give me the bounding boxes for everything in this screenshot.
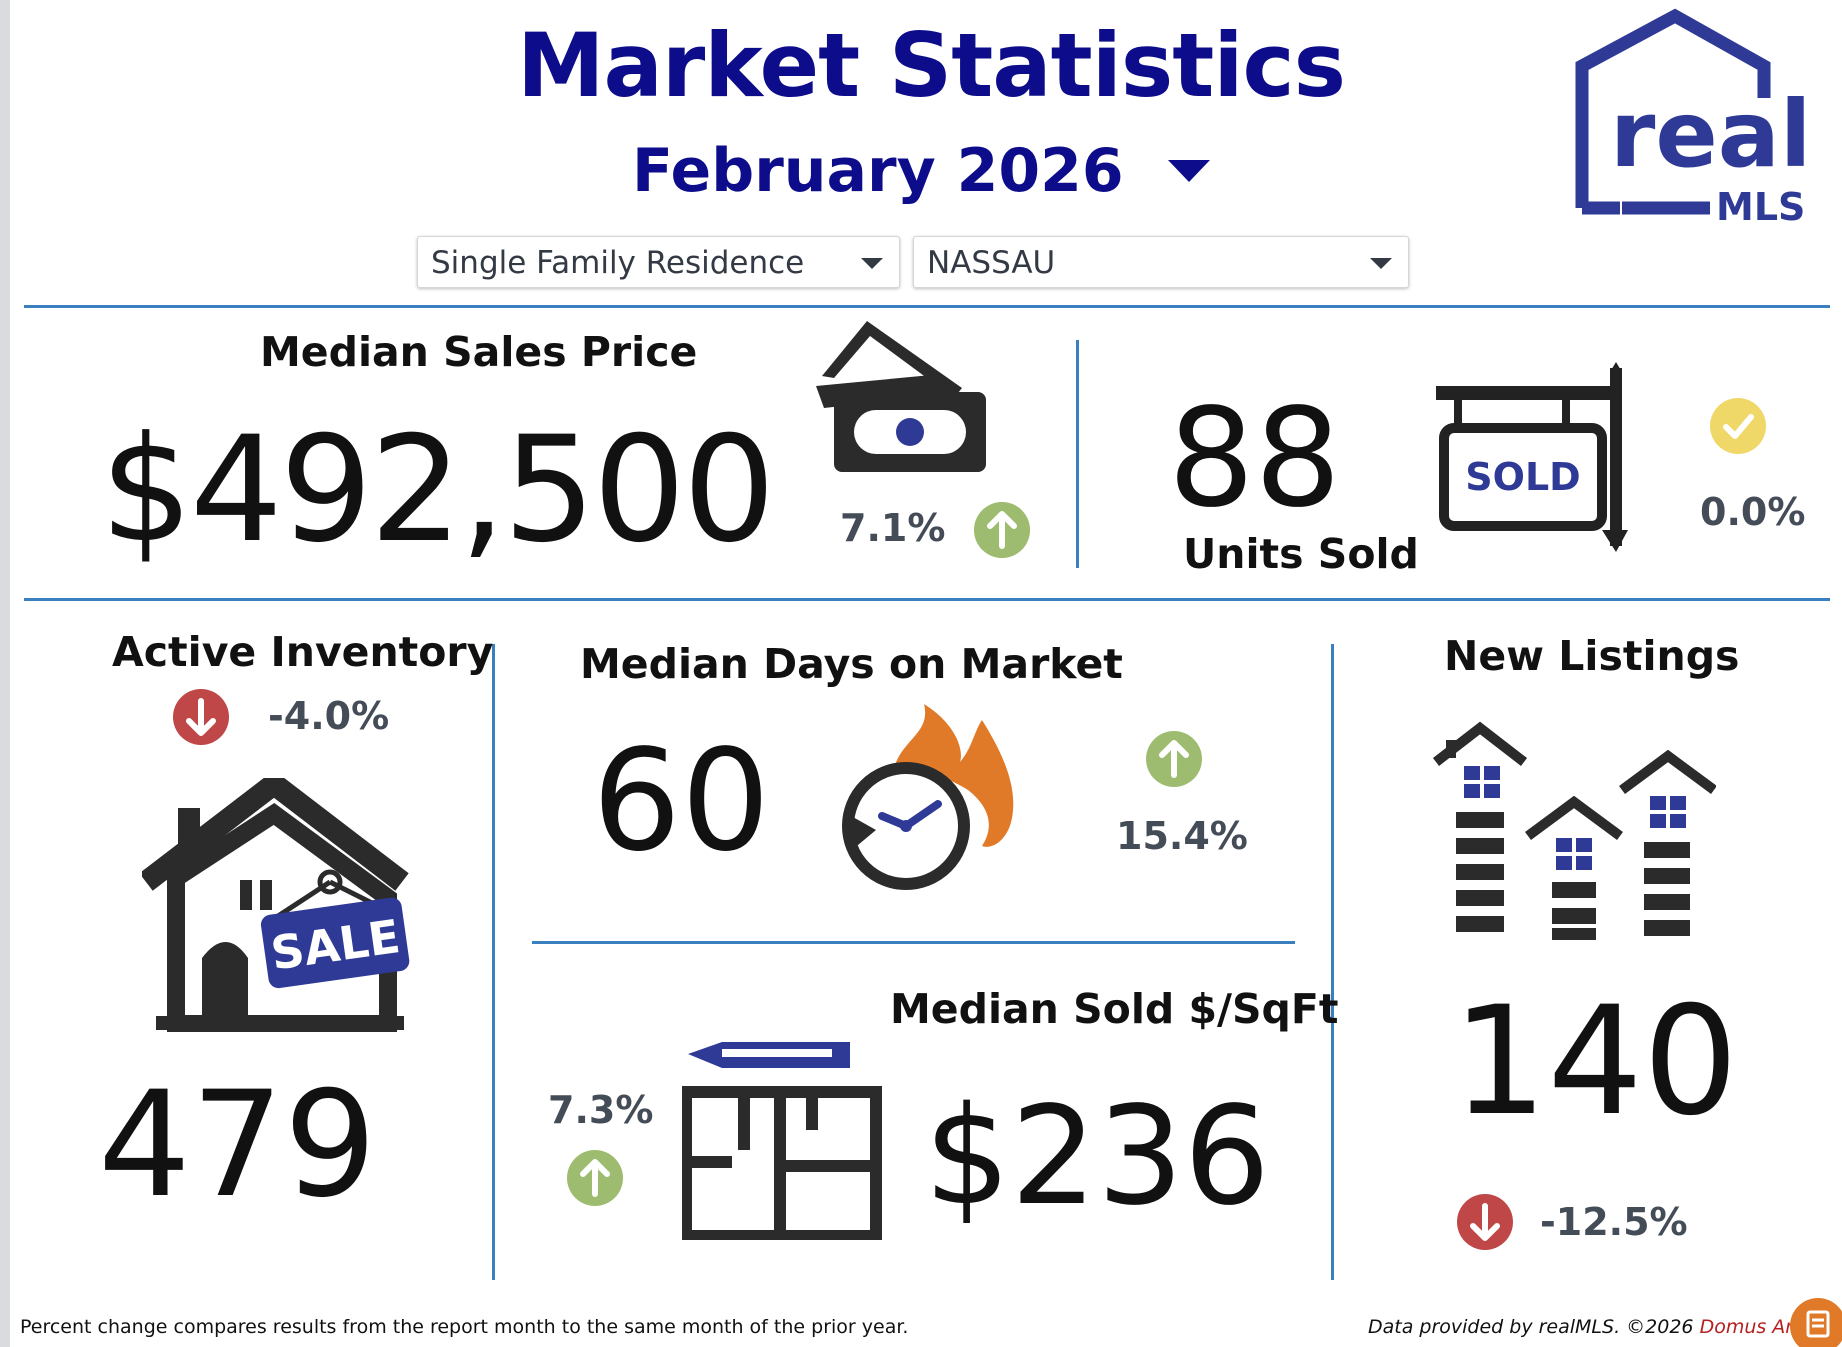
arrow-up-icon <box>1146 731 1202 787</box>
active-inventory-change: -4.0% <box>268 694 390 738</box>
divider-left-vertical <box>492 644 495 1280</box>
arrow-up-icon <box>974 502 1030 558</box>
county-value: NASSAU <box>927 245 1056 281</box>
chevron-down-icon <box>1370 258 1392 269</box>
property-type-value: Single Family Residence <box>431 245 805 281</box>
median-sales-price-label: Median Sales Price <box>260 328 698 376</box>
buildings-icon <box>1432 721 1716 940</box>
arrow-down-icon <box>173 689 229 745</box>
arrow-up-icon <box>567 1150 623 1206</box>
realmls-logo: real MLS <box>1575 8 1811 228</box>
median-sold-sqft-label: Median Sold $/SqFt <box>890 985 1339 1033</box>
footer-credit-text: Data provided by realMLS. ©2026 <box>1368 1316 1694 1338</box>
month-selector-label[interactable]: February 2026 <box>632 136 1124 206</box>
units-sold-change: 0.0% <box>1700 490 1806 534</box>
divider-top-vertical <box>1076 340 1079 568</box>
county-select[interactable]: NASSAU <box>913 236 1409 288</box>
divider-center-horizontal <box>532 941 1295 944</box>
new-listings-change: -12.5% <box>1540 1200 1688 1244</box>
window-edge <box>0 0 10 1347</box>
property-type-select[interactable]: Single Family Residence <box>417 236 900 288</box>
median-days-on-market-value: 60 <box>592 720 771 883</box>
logo-word: real <box>1610 81 1811 188</box>
month-dropdown-caret-icon[interactable] <box>1168 160 1210 182</box>
house-for-sale-icon: SALE <box>142 778 410 1032</box>
median-sold-sqft-change: 7.3% <box>548 1088 654 1132</box>
median-days-on-market-change: 15.4% <box>1116 814 1248 858</box>
logo-sub: MLS <box>1716 185 1805 228</box>
page-title: Market Statistics <box>516 14 1346 117</box>
footer-note: Percent change compares results from the… <box>20 1316 909 1338</box>
check-icon <box>1710 398 1766 454</box>
sold-sign-icon: SOLD <box>1436 362 1628 552</box>
new-listings-value: 140 <box>1452 975 1739 1149</box>
floor-plan-icon <box>682 1042 882 1240</box>
money-icon <box>816 321 986 472</box>
print-icon <box>1806 1310 1830 1338</box>
units-sold-value: 88 <box>1168 380 1342 538</box>
median-sold-sqft-value: $236 <box>924 1078 1271 1236</box>
active-inventory-value: 479 <box>98 1060 377 1230</box>
new-listings-label: New Listings <box>1444 632 1740 680</box>
sold-sign-text: SOLD <box>1465 455 1580 499</box>
footer-credit: Data provided by realMLS. ©2026 Domus An… <box>1368 1316 1842 1338</box>
arrow-down-icon <box>1457 1194 1513 1250</box>
divider-right-vertical <box>1331 644 1334 1280</box>
divider-top <box>24 305 1830 308</box>
median-sales-price-value: $492,500 <box>100 405 776 575</box>
active-inventory-label: Active Inventory <box>112 628 494 676</box>
print-button[interactable] <box>1790 1298 1842 1347</box>
chevron-down-icon <box>861 258 883 269</box>
clock-fire-icon <box>842 704 1014 890</box>
median-sales-price-change: 7.1% <box>840 506 946 550</box>
median-days-on-market-label: Median Days on Market <box>580 640 1123 688</box>
units-sold-label: Units Sold <box>1183 530 1419 578</box>
divider-middle <box>24 598 1830 601</box>
